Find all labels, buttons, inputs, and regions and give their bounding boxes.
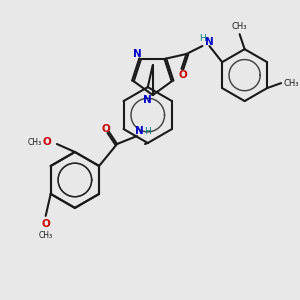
Text: O: O [43,137,51,147]
Text: CH₃: CH₃ [232,22,248,31]
Text: CH₃: CH₃ [28,137,42,146]
Text: H: H [199,34,206,43]
Text: CH₃: CH₃ [283,79,299,88]
Text: N: N [135,126,143,136]
Text: CH₃: CH₃ [39,231,53,240]
Text: H: H [144,127,150,136]
Text: N: N [143,95,152,105]
Text: O: O [102,124,110,134]
Text: N: N [133,49,141,59]
Text: N: N [205,37,214,47]
Text: O: O [41,219,50,229]
Text: O: O [178,70,187,80]
